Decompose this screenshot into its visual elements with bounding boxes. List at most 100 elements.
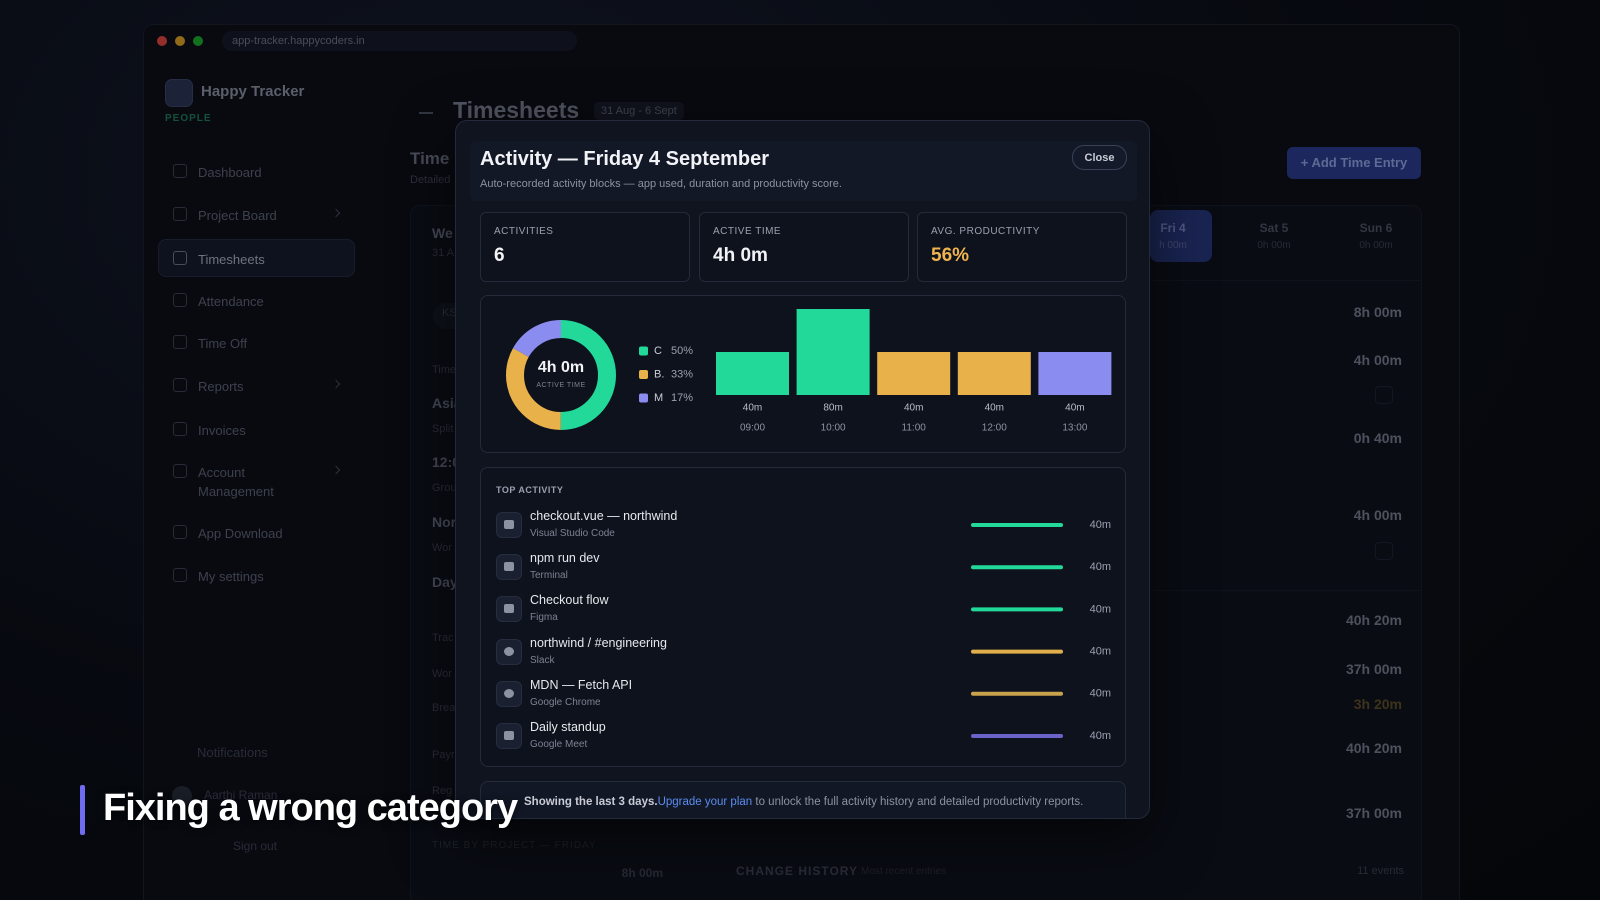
activity-bar — [971, 691, 1063, 696]
day-name[interactable]: Sat 5 — [1259, 221, 1289, 235]
bg-fragment: Payr — [432, 749, 455, 761]
nav-item[interactable]: My settings — [198, 569, 264, 584]
legend-label: C — [654, 345, 662, 357]
activity-value: 40m — [1090, 603, 1111, 615]
bg-fragment: Nor — [432, 514, 457, 530]
donut-segment — [506, 320, 616, 430]
bar-category: 13:00 — [1062, 423, 1087, 434]
nav-item[interactable]: Time Off — [198, 336, 248, 351]
brand-logo — [165, 79, 193, 107]
sign-out[interactable]: Sign out — [233, 839, 278, 853]
history-title: CHANGE HISTORY — [736, 864, 859, 878]
activity-name[interactable]: Checkout flow — [530, 593, 609, 608]
upsell-link[interactable]: Upgrade your plan — [657, 796, 753, 808]
activity-value: 40m — [1090, 561, 1111, 573]
add-entry[interactable]: + Add Time Entry — [1287, 147, 1421, 179]
app-glyph — [504, 520, 514, 529]
bg-fragment: Wor — [432, 542, 452, 554]
nav-item[interactable]: App Download — [198, 526, 283, 541]
legend-value: 50% — [671, 345, 693, 357]
bar-value-label: 80m — [823, 403, 842, 414]
page-title: Timesheets — [453, 97, 580, 123]
bar-category: 09:00 — [740, 423, 765, 434]
activity-charts: 4h 0m ACTIVE TIME C 50% B. 33% M 17% 40m 09:00 80m… — [506, 309, 1112, 434]
nav-item[interactable]: Reports — [198, 379, 244, 394]
activity-app: Slack — [530, 654, 555, 666]
legend-swatch — [639, 346, 648, 356]
nav-active — [158, 239, 355, 277]
activity-name[interactable]: Daily standup — [530, 720, 606, 734]
user-name: Aarthi Raman — [204, 788, 278, 802]
nav-icon — [173, 525, 187, 539]
user-avatar — [172, 786, 192, 806]
bg-fragment: Split — [432, 423, 454, 435]
window-dot — [175, 36, 185, 46]
row-total: 4h 00m — [1353, 507, 1402, 523]
nav-icon — [173, 164, 187, 178]
row-total: 37h 00m — [1345, 661, 1402, 677]
bar — [796, 309, 870, 395]
window-dot — [157, 36, 167, 46]
edit-icon — [1375, 542, 1393, 560]
close-button[interactable]: Close — [1072, 145, 1127, 170]
nav-item[interactable]: Dashboard — [198, 165, 262, 180]
row-total: 4h 00m — [1353, 352, 1402, 368]
nav-item[interactable]: Invoices — [198, 423, 246, 438]
activity-name[interactable]: npm run dev — [530, 551, 600, 566]
upsell-lead: Showing the last 3 days. — [524, 796, 658, 808]
day-active — [1150, 210, 1212, 262]
nav-item[interactable]: Attendance — [198, 294, 264, 309]
stat-card: AVG. PRODUCTIVITY 56% — [917, 212, 1127, 282]
bg-fragment: Grou — [432, 482, 457, 494]
row-divider — [1150, 590, 1420, 591]
legend-swatch — [639, 370, 648, 379]
row-total: 40h 20m — [1345, 612, 1402, 628]
activity-bar — [971, 607, 1063, 612]
caption-accent — [80, 785, 85, 835]
modal-header — [470, 141, 1137, 201]
activity-app: Visual Studio Code — [530, 528, 615, 539]
activity-name[interactable]: northwind / #engineering — [530, 635, 667, 650]
nav-item[interactable]: Project Board — [198, 208, 277, 223]
day-name[interactable]: Fri 4 — [1160, 221, 1186, 235]
day-hours: 0h 00m — [1359, 240, 1393, 251]
bar-category: 11:00 — [902, 423, 927, 434]
activity-bar — [971, 565, 1063, 570]
stat-label: ACTIVITIES — [494, 226, 554, 237]
bar — [957, 352, 1031, 395]
activity-app: Terminal — [530, 570, 568, 582]
modal-title: Activity — Friday 4 September — [480, 148, 769, 170]
nav-icon — [173, 568, 187, 582]
bar-category: 12:00 — [982, 423, 1007, 434]
stat-label: ACTIVE TIME — [713, 226, 782, 237]
top-activity-card: TOP ACTIVITY 40m 40m 40m 40m 40m 40m checkout.v… — [480, 467, 1126, 767]
nav-item[interactable]: Timesheets — [198, 252, 265, 267]
row-total: 37h 00m — [1345, 805, 1402, 821]
nav-icon — [173, 464, 187, 478]
app-icon — [496, 596, 522, 623]
stat-value: 56% — [931, 245, 970, 266]
legend-swatch — [639, 393, 648, 403]
section-title: Time — [410, 149, 450, 168]
bg-fragment: 12:0 — [432, 454, 461, 470]
nav-item[interactable]: Account Management — [198, 465, 274, 499]
activity-bar — [971, 523, 1063, 527]
bg-fragment: Reg — [432, 785, 453, 797]
back-arrow-line — [419, 112, 433, 114]
brand-tag: PEOPLE — [165, 113, 212, 124]
activity-app: Google Chrome — [530, 696, 601, 708]
activity-modal: Activity — Friday 4 September Auto-record… — [455, 120, 1150, 819]
footer-total: 8h 00m — [621, 866, 663, 880]
activity-app: Figma — [530, 612, 558, 624]
history-sub: Most recent entries — [861, 866, 947, 877]
day-name[interactable]: Sun 6 — [1359, 221, 1393, 235]
activity-value: 40m — [1090, 646, 1111, 658]
activity-name[interactable]: MDN — Fetch API — [530, 677, 633, 692]
section-sub: Detailed — [410, 174, 451, 186]
notifications[interactable]: Notifications — [197, 745, 268, 760]
row-total: 40h 20m — [1345, 740, 1402, 756]
upsell-text: to unlock the full activity history and … — [752, 796, 1084, 808]
nav-icon — [173, 207, 187, 221]
upsell-card: Showing the last 3 days.Upgrade your pla… — [480, 781, 1126, 818]
activity-name[interactable]: checkout.vue — northwind — [530, 509, 678, 523]
